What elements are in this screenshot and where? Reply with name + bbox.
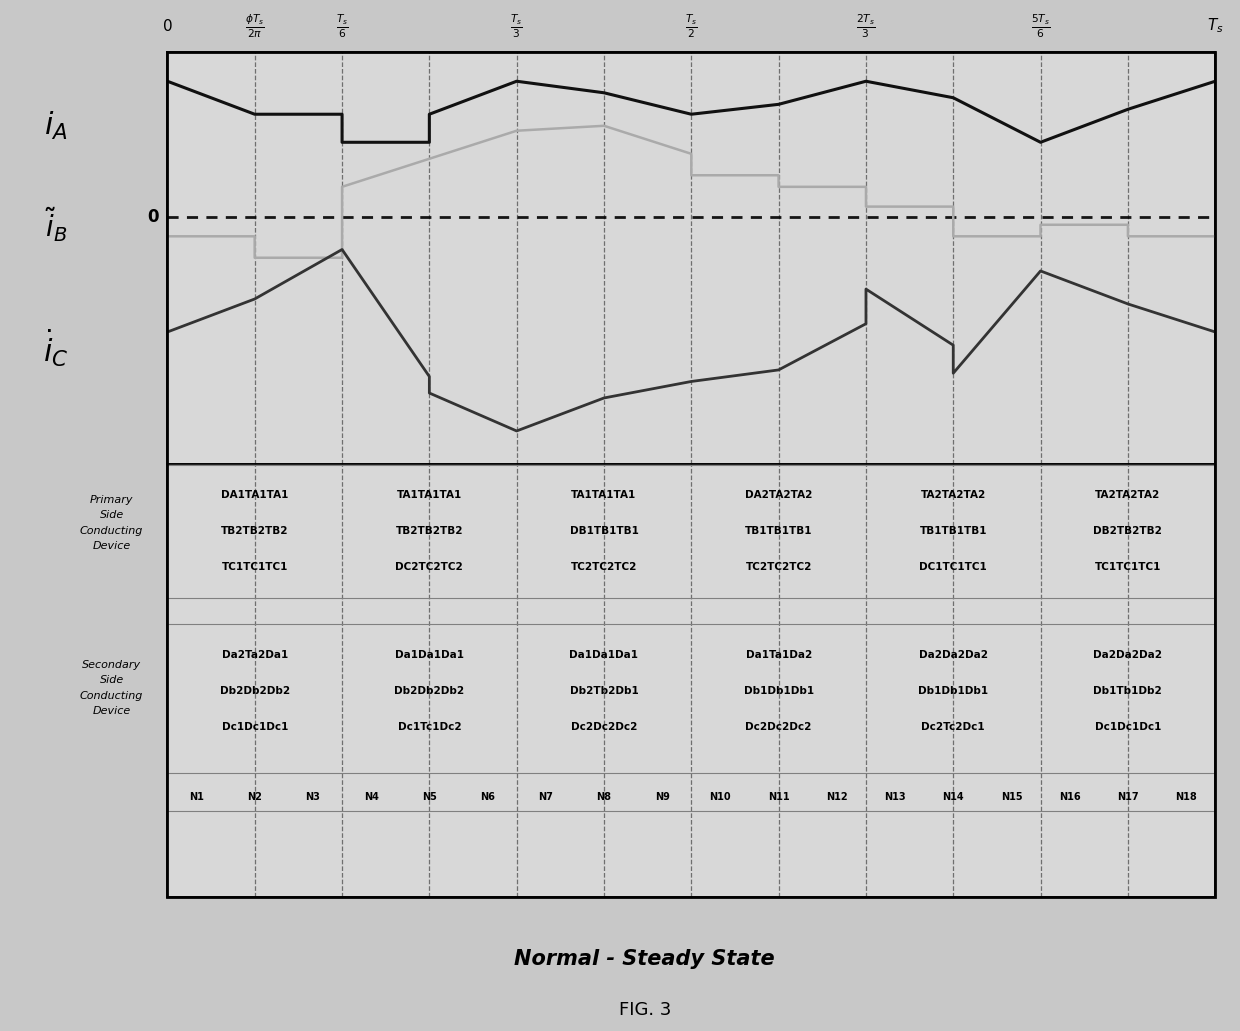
Text: FIG. 3: FIG. 3 bbox=[619, 1001, 671, 1020]
Text: TC1TC1TC1: TC1TC1TC1 bbox=[1095, 562, 1161, 572]
Text: Dc1Dc1Dc1: Dc1Dc1Dc1 bbox=[1095, 722, 1161, 732]
Text: N3: N3 bbox=[305, 792, 320, 802]
Text: TB2TB2TB2: TB2TB2TB2 bbox=[396, 526, 463, 536]
Text: Db1Db1Db1: Db1Db1Db1 bbox=[744, 686, 813, 696]
Text: TA2TA2TA2: TA2TA2TA2 bbox=[1095, 490, 1161, 500]
Text: 0: 0 bbox=[148, 207, 159, 226]
Text: N9: N9 bbox=[655, 792, 670, 802]
Text: $\frac{T_s}{2}$: $\frac{T_s}{2}$ bbox=[684, 12, 698, 39]
Text: DB1TB1TB1: DB1TB1TB1 bbox=[569, 526, 639, 536]
Text: Conducting: Conducting bbox=[79, 526, 144, 535]
Text: N1: N1 bbox=[188, 792, 203, 802]
Text: Normal - Steady State: Normal - Steady State bbox=[515, 949, 775, 969]
Text: Db2Db2Db2: Db2Db2Db2 bbox=[394, 686, 465, 696]
Text: TC2TC2TC2: TC2TC2TC2 bbox=[745, 562, 812, 572]
Text: Db2Tb2Db1: Db2Tb2Db1 bbox=[569, 686, 639, 696]
Text: DB2TB2TB2: DB2TB2TB2 bbox=[1094, 526, 1162, 536]
Text: TA1TA1TA1: TA1TA1TA1 bbox=[397, 490, 463, 500]
Text: N14: N14 bbox=[942, 792, 963, 802]
Text: Conducting: Conducting bbox=[79, 691, 144, 700]
Text: N15: N15 bbox=[1001, 792, 1022, 802]
Text: N6: N6 bbox=[480, 792, 495, 802]
Text: DC1TC1TC1: DC1TC1TC1 bbox=[919, 562, 987, 572]
Text: Da2Da2Da2: Da2Da2Da2 bbox=[1094, 650, 1162, 660]
Text: Primary: Primary bbox=[89, 495, 134, 504]
Text: Dc1Tc1Dc2: Dc1Tc1Dc2 bbox=[398, 722, 461, 732]
Text: Dc1Dc1Dc1: Dc1Dc1Dc1 bbox=[222, 722, 288, 732]
Text: $\dot{i}_C$: $\dot{i}_C$ bbox=[43, 328, 68, 369]
Text: N13: N13 bbox=[884, 792, 906, 802]
Text: Da1Da1Da1: Da1Da1Da1 bbox=[569, 650, 639, 660]
Text: $i_A$: $i_A$ bbox=[43, 109, 68, 142]
Text: $0$: $0$ bbox=[162, 18, 172, 34]
Text: DA1TA1TA1: DA1TA1TA1 bbox=[221, 490, 289, 500]
Text: Side: Side bbox=[99, 510, 124, 520]
Text: Dc2Tc2Dc1: Dc2Tc2Dc1 bbox=[921, 722, 985, 732]
Text: Dc2Dc2Dc2: Dc2Dc2Dc2 bbox=[570, 722, 637, 732]
Text: Da1Da1Da1: Da1Da1Da1 bbox=[394, 650, 464, 660]
Text: $\frac{5T_s}{6}$: $\frac{5T_s}{6}$ bbox=[1030, 12, 1050, 39]
Text: Da2Da2Da2: Da2Da2Da2 bbox=[919, 650, 988, 660]
Text: Da2Ta2Da1: Da2Ta2Da1 bbox=[222, 650, 288, 660]
Text: TA2TA2TA2: TA2TA2TA2 bbox=[920, 490, 986, 500]
Text: Device: Device bbox=[93, 706, 130, 716]
Text: N12: N12 bbox=[826, 792, 848, 802]
Text: DA2TA2TA2: DA2TA2TA2 bbox=[745, 490, 812, 500]
Text: Db1Db1Db1: Db1Db1Db1 bbox=[918, 686, 988, 696]
Text: N4: N4 bbox=[363, 792, 378, 802]
Text: N10: N10 bbox=[709, 792, 732, 802]
Text: Secondary: Secondary bbox=[82, 660, 141, 669]
Text: N2: N2 bbox=[247, 792, 262, 802]
Text: N17: N17 bbox=[1117, 792, 1138, 802]
Text: $\frac{2T_s}{3}$: $\frac{2T_s}{3}$ bbox=[856, 12, 875, 39]
Text: $\frac{T_s}{3}$: $\frac{T_s}{3}$ bbox=[511, 12, 523, 39]
Text: $T_s$: $T_s$ bbox=[1207, 16, 1224, 35]
Text: TA1TA1TA1: TA1TA1TA1 bbox=[572, 490, 636, 500]
Text: N11: N11 bbox=[768, 792, 790, 802]
Text: TC1TC1TC1: TC1TC1TC1 bbox=[222, 562, 288, 572]
Text: N5: N5 bbox=[422, 792, 436, 802]
Text: TB1TB1TB1: TB1TB1TB1 bbox=[920, 526, 987, 536]
Text: Db2Db2Db2: Db2Db2Db2 bbox=[219, 686, 290, 696]
Text: TB1TB1TB1: TB1TB1TB1 bbox=[745, 526, 812, 536]
Text: $\frac{\phi T_s}{2\pi}$: $\frac{\phi T_s}{2\pi}$ bbox=[244, 12, 264, 39]
Text: Db1Tb1Db2: Db1Tb1Db2 bbox=[1094, 686, 1162, 696]
Text: TC2TC2TC2: TC2TC2TC2 bbox=[570, 562, 637, 572]
Text: Device: Device bbox=[93, 541, 130, 551]
Text: $\tilde{i}_B$: $\tilde{i}_B$ bbox=[45, 205, 67, 244]
Text: DC2TC2TC2: DC2TC2TC2 bbox=[396, 562, 464, 572]
Text: N8: N8 bbox=[596, 792, 611, 802]
Text: N16: N16 bbox=[1059, 792, 1080, 802]
Text: N7: N7 bbox=[538, 792, 553, 802]
Text: Da1Ta1Da2: Da1Ta1Da2 bbox=[745, 650, 812, 660]
Text: $\frac{T_s}{6}$: $\frac{T_s}{6}$ bbox=[336, 12, 348, 39]
Text: N18: N18 bbox=[1176, 792, 1197, 802]
Text: TB2TB2TB2: TB2TB2TB2 bbox=[221, 526, 289, 536]
Text: Side: Side bbox=[99, 675, 124, 685]
Text: Dc2Dc2Dc2: Dc2Dc2Dc2 bbox=[745, 722, 812, 732]
